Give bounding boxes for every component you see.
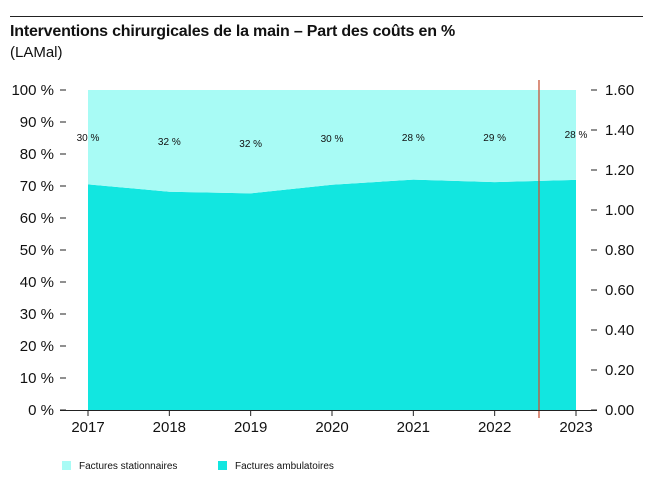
left-tick-label: 10 % <box>20 370 54 387</box>
legend-label: Factures ambulatoires <box>235 461 334 472</box>
data-label: 30 % <box>77 133 100 144</box>
area-layer <box>88 90 576 410</box>
left-tick-label: 80 % <box>20 146 54 163</box>
right-tick-label: 0.00 <box>605 402 634 419</box>
legend-swatch <box>62 461 71 470</box>
legend: Factures stationnaires Factures ambulatoi… <box>62 461 334 472</box>
data-label: 32 % <box>239 139 262 150</box>
legend-swatch <box>218 461 227 470</box>
x-tick-label: 2019 <box>234 419 267 436</box>
left-tick-label: 90 % <box>20 114 54 131</box>
right-tick-label: 1.40 <box>605 122 634 139</box>
data-label: 28 % <box>402 133 425 144</box>
x-tick-label: 2017 <box>71 419 104 436</box>
left-tick-label: 30 % <box>20 306 54 323</box>
axes-layer: 0 % 10 % 20 % 30 % 40 % 50 % 60 % 70 % 80 % 90 % 1… <box>11 82 634 436</box>
x-tick-label: 2022 <box>478 419 511 436</box>
right-tick-label: 0.20 <box>605 362 634 379</box>
x-tick-label: 2021 <box>397 419 430 436</box>
x-tick-label: 2023 <box>559 419 592 436</box>
area-series-0 <box>88 179 576 410</box>
data-label: 29 % <box>483 133 506 144</box>
x-tick-label: 2018 <box>153 419 186 436</box>
left-tick-label: 20 % <box>20 338 54 355</box>
data-label: 30 % <box>321 134 344 145</box>
right-tick-label: 0.80 <box>605 242 634 259</box>
left-tick-label: 0 % <box>28 402 54 419</box>
left-tick-label: 40 % <box>20 274 54 291</box>
right-tick-label: 1.60 <box>605 82 634 99</box>
right-tick-label: 1.20 <box>605 162 634 179</box>
x-tick-label: 2020 <box>315 419 348 436</box>
left-tick-label: 70 % <box>20 178 54 195</box>
data-label: 28 % <box>565 130 588 141</box>
chart-subtitle: (LAMal) <box>10 44 63 61</box>
top-rule <box>10 16 643 17</box>
right-tick-label: 0.60 <box>605 282 634 299</box>
legend-label: Factures stationnaires <box>79 461 177 472</box>
right-tick-label: 1.00 <box>605 202 634 219</box>
chart-title: Interventions chirurgicales de la main –… <box>10 23 456 40</box>
left-tick-label: 50 % <box>20 242 54 259</box>
left-tick-label: 60 % <box>20 210 54 227</box>
data-label: 32 % <box>158 137 181 148</box>
right-tick-label: 0.40 <box>605 322 634 339</box>
data-label-layer: 30 % 32 % 32 % 30 % 28 % 29 % 28 % <box>77 130 588 150</box>
left-tick-label: 100 % <box>11 82 54 99</box>
area-series-1 <box>88 90 576 194</box>
